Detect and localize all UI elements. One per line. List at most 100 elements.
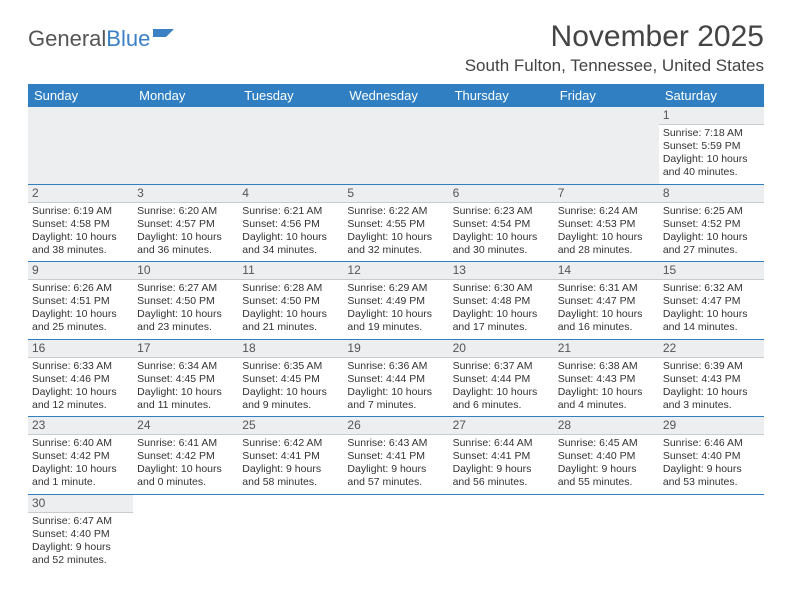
sunrise-text: Sunrise: 6:20 AM bbox=[137, 205, 234, 218]
day-number: 15 bbox=[659, 262, 764, 280]
sunset-text: Sunset: 4:55 PM bbox=[347, 218, 444, 231]
week-row: 23Sunrise: 6:40 AMSunset: 4:42 PMDayligh… bbox=[28, 417, 764, 495]
day-number: 19 bbox=[343, 340, 448, 358]
day-number: 21 bbox=[554, 340, 659, 358]
sunset-text: Sunset: 4:40 PM bbox=[663, 450, 760, 463]
day-cell: 1Sunrise: 7:18 AMSunset: 5:59 PMDaylight… bbox=[659, 107, 764, 184]
day-cell: 28Sunrise: 6:45 AMSunset: 4:40 PMDayligh… bbox=[554, 417, 659, 495]
sunrise-text: Sunrise: 6:21 AM bbox=[242, 205, 339, 218]
sunrise-text: Sunrise: 6:38 AM bbox=[558, 360, 655, 373]
day-number: 30 bbox=[28, 495, 133, 513]
day-cell bbox=[238, 494, 343, 571]
sunrise-text: Sunrise: 6:36 AM bbox=[347, 360, 444, 373]
day-number: 17 bbox=[133, 340, 238, 358]
daylight-text: Daylight: 10 hours and 32 minutes. bbox=[347, 231, 444, 257]
header: GeneralBlue November 2025 South Fulton, … bbox=[28, 20, 764, 76]
sunrise-text: Sunrise: 6:22 AM bbox=[347, 205, 444, 218]
week-row: 16Sunrise: 6:33 AMSunset: 4:46 PMDayligh… bbox=[28, 339, 764, 417]
day-cell: 27Sunrise: 6:44 AMSunset: 4:41 PMDayligh… bbox=[449, 417, 554, 495]
daylight-text: Daylight: 10 hours and 25 minutes. bbox=[32, 308, 129, 334]
day-cell: 2Sunrise: 6:19 AMSunset: 4:58 PMDaylight… bbox=[28, 184, 133, 262]
day-cell: 30Sunrise: 6:47 AMSunset: 4:40 PMDayligh… bbox=[28, 494, 133, 571]
day-number: 9 bbox=[28, 262, 133, 280]
daylight-text: Daylight: 10 hours and 4 minutes. bbox=[558, 386, 655, 412]
sunset-text: Sunset: 4:44 PM bbox=[347, 373, 444, 386]
sunrise-text: Sunrise: 7:18 AM bbox=[663, 127, 760, 140]
daylight-text: Daylight: 10 hours and 17 minutes. bbox=[453, 308, 550, 334]
sunset-text: Sunset: 4:41 PM bbox=[453, 450, 550, 463]
sunset-text: Sunset: 4:56 PM bbox=[242, 218, 339, 231]
day-cell: 16Sunrise: 6:33 AMSunset: 4:46 PMDayligh… bbox=[28, 339, 133, 417]
sunset-text: Sunset: 4:42 PM bbox=[137, 450, 234, 463]
day-cell bbox=[238, 107, 343, 184]
daylight-text: Daylight: 10 hours and 27 minutes. bbox=[663, 231, 760, 257]
daylight-text: Daylight: 10 hours and 21 minutes. bbox=[242, 308, 339, 334]
sunset-text: Sunset: 4:57 PM bbox=[137, 218, 234, 231]
sunset-text: Sunset: 4:46 PM bbox=[32, 373, 129, 386]
daylight-text: Daylight: 10 hours and 6 minutes. bbox=[453, 386, 550, 412]
day-cell bbox=[133, 494, 238, 571]
day-cell: 7Sunrise: 6:24 AMSunset: 4:53 PMDaylight… bbox=[554, 184, 659, 262]
day-cell bbox=[133, 107, 238, 184]
sunrise-text: Sunrise: 6:32 AM bbox=[663, 282, 760, 295]
col-sunday: Sunday bbox=[28, 84, 133, 107]
page-title: November 2025 bbox=[465, 20, 764, 54]
sunset-text: Sunset: 4:44 PM bbox=[453, 373, 550, 386]
col-thursday: Thursday bbox=[449, 84, 554, 107]
daylight-text: Daylight: 10 hours and 19 minutes. bbox=[347, 308, 444, 334]
sunset-text: Sunset: 4:45 PM bbox=[242, 373, 339, 386]
day-number: 18 bbox=[238, 340, 343, 358]
location: South Fulton, Tennessee, United States bbox=[465, 56, 764, 76]
day-number: 6 bbox=[449, 185, 554, 203]
day-number: 11 bbox=[238, 262, 343, 280]
day-number: 29 bbox=[659, 417, 764, 435]
day-cell bbox=[449, 107, 554, 184]
sunrise-text: Sunrise: 6:43 AM bbox=[347, 437, 444, 450]
day-number: 28 bbox=[554, 417, 659, 435]
sunrise-text: Sunrise: 6:31 AM bbox=[558, 282, 655, 295]
daylight-text: Daylight: 10 hours and 7 minutes. bbox=[347, 386, 444, 412]
day-number: 3 bbox=[133, 185, 238, 203]
calendar-table: Sunday Monday Tuesday Wednesday Thursday… bbox=[28, 84, 764, 571]
sunrise-text: Sunrise: 6:30 AM bbox=[453, 282, 550, 295]
daylight-text: Daylight: 10 hours and 23 minutes. bbox=[137, 308, 234, 334]
day-cell bbox=[554, 494, 659, 571]
day-number: 24 bbox=[133, 417, 238, 435]
col-friday: Friday bbox=[554, 84, 659, 107]
day-number: 10 bbox=[133, 262, 238, 280]
sunrise-text: Sunrise: 6:25 AM bbox=[663, 205, 760, 218]
sunrise-text: Sunrise: 6:29 AM bbox=[347, 282, 444, 295]
day-cell: 5 Sunrise: 6:22 AMSunset: 4:55 PMDaylight… bbox=[343, 184, 448, 262]
daylight-text: Daylight: 9 hours and 52 minutes. bbox=[32, 541, 129, 567]
day-cell: 21Sunrise: 6:38 AMSunset: 4:43 PMDayligh… bbox=[554, 339, 659, 417]
sunrise-text: Sunrise: 6:19 AM bbox=[32, 205, 129, 218]
day-cell: 15Sunrise: 6:32 AMSunset: 4:47 PMDayligh… bbox=[659, 262, 764, 340]
day-number: 8 bbox=[659, 185, 764, 203]
day-cell: 19 Sunrise: 6:36 AMSunset: 4:44 PMDayligh… bbox=[343, 339, 448, 417]
day-cell: 10Sunrise: 6:27 AMSunset: 4:50 PMDayligh… bbox=[133, 262, 238, 340]
day-number: 25 bbox=[238, 417, 343, 435]
day-number: 16 bbox=[28, 340, 133, 358]
day-number: 27 bbox=[449, 417, 554, 435]
daylight-text: Daylight: 10 hours and 34 minutes. bbox=[242, 231, 339, 257]
sunset-text: Sunset: 4:50 PM bbox=[137, 295, 234, 308]
day-cell: 22Sunrise: 6:39 AMSunset: 4:43 PMDayligh… bbox=[659, 339, 764, 417]
daylight-text: Daylight: 9 hours and 57 minutes. bbox=[347, 463, 444, 489]
logo: GeneralBlue bbox=[28, 26, 178, 52]
col-monday: Monday bbox=[133, 84, 238, 107]
sunrise-text: Sunrise: 6:40 AM bbox=[32, 437, 129, 450]
day-number: 5 bbox=[343, 185, 448, 203]
day-number: 2 bbox=[28, 185, 133, 203]
day-number: 26 bbox=[343, 417, 448, 435]
week-row: 1Sunrise: 7:18 AMSunset: 5:59 PMDaylight… bbox=[28, 107, 764, 184]
sunset-text: Sunset: 4:42 PM bbox=[32, 450, 129, 463]
sunset-text: Sunset: 4:43 PM bbox=[663, 373, 760, 386]
daylight-text: Daylight: 10 hours and 16 minutes. bbox=[558, 308, 655, 334]
sunset-text: Sunset: 4:48 PM bbox=[453, 295, 550, 308]
sunset-text: Sunset: 4:54 PM bbox=[453, 218, 550, 231]
day-cell bbox=[449, 494, 554, 571]
day-number: 7 bbox=[554, 185, 659, 203]
daylight-text: Daylight: 10 hours and 28 minutes. bbox=[558, 231, 655, 257]
day-cell bbox=[28, 107, 133, 184]
daylight-text: Daylight: 10 hours and 30 minutes. bbox=[453, 231, 550, 257]
